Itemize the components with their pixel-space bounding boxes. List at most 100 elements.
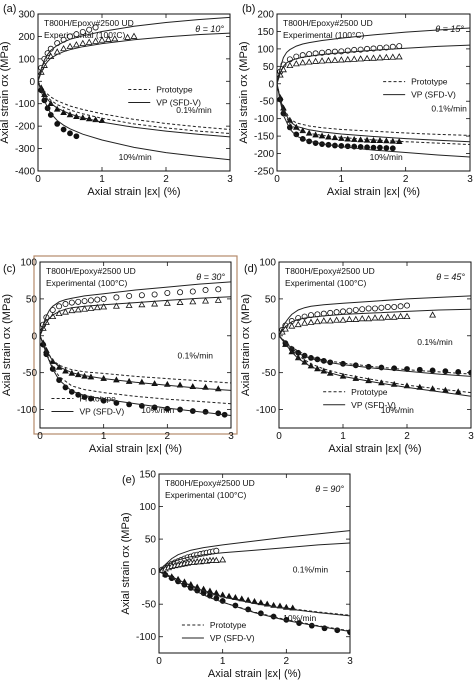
vp-model-curve — [40, 335, 231, 391]
filled-circle-marker — [389, 145, 396, 152]
open-circle-marker — [62, 301, 69, 308]
open-circle-marker — [384, 304, 391, 311]
panel-label: (d) — [244, 263, 257, 275]
legend-vp-label: VP (SFD-V) — [79, 406, 124, 416]
rate-slow-label: 0.1%/min — [417, 337, 453, 347]
filled-circle-marker — [416, 366, 423, 373]
open-circle-marker — [378, 304, 385, 311]
vp-model-curve — [38, 32, 230, 82]
panel-1: (b) 0 1 2 3 -250 -200 -150 -100 -50 0 50 100 150 200 Ax… — [238, 3, 473, 198]
open-triangle-marker — [111, 35, 119, 42]
vp-model-curve — [277, 83, 470, 143]
legend-prototype-label: Prototype — [210, 620, 247, 630]
open-triangle-marker — [318, 57, 326, 64]
y-tick-label: 0 — [150, 567, 156, 578]
condition-label: Experimental (100°C) — [283, 30, 365, 40]
open-circle-marker — [365, 305, 372, 312]
open-circle-marker — [371, 305, 378, 312]
y-tick-label: 100 — [18, 54, 35, 65]
panel-4: (e) 0 1 2 3 -100 -50 0 50 100 150 Axial strain |εx|… — [120, 470, 353, 681]
vp-model-curve — [277, 44, 470, 84]
y-tick-label: 50 — [263, 62, 275, 73]
filled-circle-marker — [60, 126, 67, 133]
legend: Prototype VP (SFD-V) — [128, 85, 201, 108]
open-triangle-marker — [85, 38, 93, 45]
vp-model-curve — [38, 81, 230, 138]
open-circle-marker — [346, 307, 353, 314]
open-circle-marker — [213, 547, 220, 554]
open-triangle-marker — [384, 313, 392, 320]
open-circle-marker — [92, 24, 99, 31]
legend-prototype-label: Prototype — [411, 77, 448, 87]
filled-triangle-marker — [331, 134, 339, 141]
open-triangle-marker — [390, 313, 398, 320]
x-tick-label: 1 — [101, 431, 107, 442]
open-circle-marker — [73, 31, 80, 38]
open-triangle-marker — [104, 35, 112, 42]
open-triangle-marker — [292, 60, 300, 67]
y-axis-label: Axial strain σx (MPa) — [0, 41, 11, 143]
panel-label: (a) — [3, 3, 16, 15]
y-tick-label: -100 — [254, 114, 274, 125]
open-circle-marker — [94, 296, 101, 303]
panel-label: (e) — [122, 474, 135, 486]
y-tick-label: 200 — [18, 32, 35, 43]
material-label: T800H/Epoxy#2500 UD — [165, 478, 255, 488]
y-tick-label: -150 — [254, 132, 274, 143]
open-circle-marker — [202, 287, 209, 294]
vp-model-curve — [38, 81, 230, 161]
open-circle-marker — [391, 304, 398, 311]
condition-label: Experimental (100°C) — [285, 278, 367, 288]
open-triangle-marker — [214, 296, 222, 303]
y-tick-label: 0 — [31, 331, 37, 342]
filled-circle-marker — [73, 133, 80, 140]
filled-circle-marker — [151, 404, 158, 411]
plot-area — [277, 27, 470, 158]
filled-circle-marker — [429, 367, 436, 374]
open-triangle-marker — [389, 53, 397, 60]
open-triangle-marker — [66, 42, 74, 49]
open-circle-marker — [68, 299, 75, 306]
open-triangle-marker — [403, 312, 411, 319]
rate-fast-label: 10%/min — [283, 613, 316, 623]
y-tick-label: 300 — [18, 10, 35, 21]
open-triangle-marker — [176, 298, 184, 305]
y-axis-label: Axial strain σx (MPa) — [120, 512, 132, 614]
open-triangle-marker — [87, 304, 95, 311]
x-tick-label: 0 — [35, 174, 41, 185]
y-tick-label: 150 — [257, 27, 274, 38]
open-circle-marker — [339, 308, 346, 315]
open-triangle-marker — [100, 303, 108, 310]
prototype-model-curve — [38, 81, 230, 130]
panel-0: (a) 0 1 2 3 -400 -300 -200 -100 0 100 200 300 Axial s… — [0, 3, 233, 198]
x-axis-label: Axial strain |εx| (%) — [87, 186, 180, 198]
open-triangle-marker — [326, 317, 334, 324]
rate-slow-label: 0.1%/min — [293, 564, 329, 574]
plot-area — [159, 530, 350, 636]
vp-model-curve — [277, 83, 470, 158]
open-triangle-marker — [377, 314, 385, 321]
material-label: T800H/Epoxy#2500 UD — [46, 266, 136, 276]
open-circle-marker — [87, 297, 94, 304]
x-tick-label: 2 — [284, 656, 290, 667]
prototype-model-curve — [40, 335, 231, 405]
open-triangle-marker — [350, 55, 358, 62]
plot-area — [38, 16, 230, 161]
open-circle-marker — [100, 295, 107, 302]
open-triangle-marker — [333, 316, 341, 323]
panel-3: (d) 0 1 2 3 -100 -50 0 50 100 Axial strain |εx| (%… — [240, 258, 474, 456]
legend: Prototype VP (SFD-V) — [383, 77, 456, 100]
open-triangle-marker — [74, 306, 82, 313]
open-circle-marker — [189, 288, 196, 295]
y-tick-label: 50 — [265, 294, 277, 305]
open-triangle-marker — [288, 322, 296, 329]
fiber-angle-label: θ = 90° — [315, 484, 344, 494]
filled-circle-marker — [468, 369, 471, 376]
vp-model-curve — [279, 335, 471, 377]
y-tick-label: 50 — [26, 294, 38, 305]
vp-model-curve — [40, 296, 231, 336]
plot-frame — [158, 473, 351, 654]
open-triangle-marker — [358, 314, 366, 322]
open-triangle-marker — [151, 300, 159, 307]
